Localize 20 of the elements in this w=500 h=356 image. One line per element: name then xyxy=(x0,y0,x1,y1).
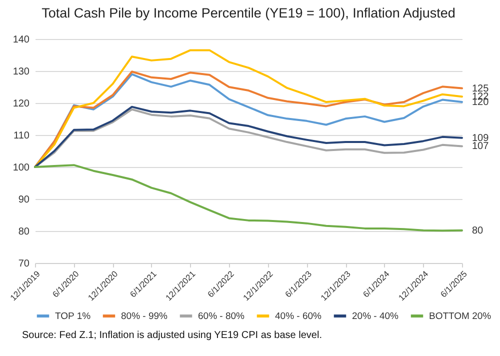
y-tick-label: 80 xyxy=(18,226,30,238)
legend-label: 80% - 99% xyxy=(121,311,168,322)
line-series xyxy=(34,49,463,168)
y-tick-label: 110 xyxy=(14,130,30,142)
data-label: 80 xyxy=(472,225,484,236)
y-tick-label: 100 xyxy=(12,162,30,174)
y-tick-label: 90 xyxy=(18,194,30,206)
legend-label: BOTTOM 20% xyxy=(429,311,492,322)
y-tick-label: 130 xyxy=(12,66,30,78)
chart-title: Total Cash Pile by Income Percentile (YE19 = 100), Inflation Adjusted xyxy=(42,6,456,20)
legend-label: 60% - 80% xyxy=(198,311,246,322)
legend-label: 20% - 40% xyxy=(352,311,400,322)
legend-label: TOP 1% xyxy=(55,311,92,322)
y-tick-label: 120 xyxy=(12,98,30,110)
source-note: Source: Fed Z.1; Inflation is adjusted using YE19 CPI as base level. xyxy=(22,330,322,341)
line-series xyxy=(34,164,463,232)
y-tick-label: 140 xyxy=(12,34,30,46)
data-label: 107 xyxy=(472,141,490,152)
legend-label: 40% - 60% xyxy=(275,311,322,322)
y-tick-label: 70 xyxy=(18,258,30,270)
